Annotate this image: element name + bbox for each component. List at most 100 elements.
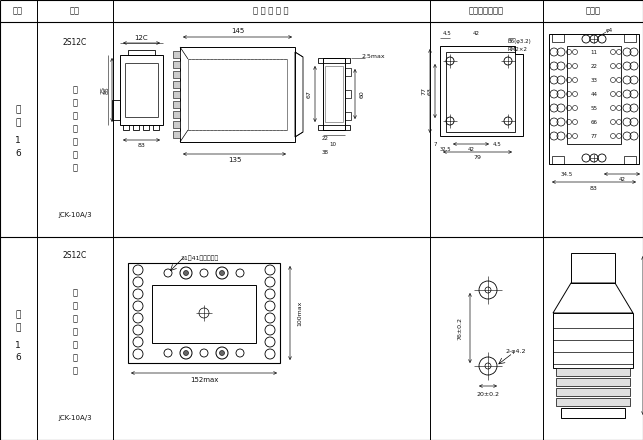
Text: 31，41为电流端子: 31，41为电流端子 [181, 255, 219, 261]
Text: φ4: φ4 [606, 27, 613, 33]
Bar [173, 121, 180, 128]
Text: 1: 1 [15, 136, 21, 144]
Text: 4.5: 4.5 [442, 30, 451, 36]
Text: 后: 后 [73, 137, 78, 147]
Text: 式: 式 [73, 111, 78, 121]
Text: 152max: 152max [190, 377, 218, 383]
Text: 图号: 图号 [13, 7, 23, 15]
Text: 85: 85 [105, 86, 109, 94]
Bar [128, 263, 280, 363]
Bar [556, 398, 630, 406]
Text: 式: 式 [73, 315, 78, 323]
Bar [180, 47, 295, 142]
Bar [571, 253, 615, 283]
Bar [120, 55, 163, 125]
Text: JCK-10A/3: JCK-10A/3 [58, 415, 92, 421]
Text: 22: 22 [590, 63, 597, 69]
Bar [152, 285, 256, 343]
Bar [123, 125, 129, 130]
Text: 6: 6 [15, 353, 21, 363]
Bar [325, 66, 343, 122]
Text: 出: 出 [73, 301, 78, 311]
Text: 图: 图 [15, 323, 21, 333]
Bar [153, 125, 159, 130]
Text: 42: 42 [619, 176, 626, 181]
Text: 63: 63 [428, 87, 433, 95]
Text: 38: 38 [322, 150, 329, 154]
Bar [318, 58, 350, 63]
Text: 6: 6 [15, 149, 21, 158]
Text: 12C: 12C [134, 35, 149, 41]
Text: 34.5: 34.5 [561, 172, 573, 176]
Text: 32.5: 32.5 [439, 147, 451, 151]
Text: 10: 10 [329, 142, 336, 147]
Text: 77: 77 [422, 87, 426, 95]
Text: 33: 33 [590, 77, 597, 83]
Bar [173, 111, 180, 118]
Text: 2.5max: 2.5max [361, 54, 385, 59]
Text: 60: 60 [359, 90, 365, 98]
Text: 2S12C: 2S12C [63, 250, 87, 260]
Bar [556, 378, 630, 386]
Text: 2S12C: 2S12C [63, 37, 87, 47]
Text: 附: 附 [15, 311, 21, 319]
Circle shape [219, 271, 224, 275]
Text: 42: 42 [473, 30, 480, 36]
Text: 20±0.2: 20±0.2 [476, 392, 500, 396]
Text: 11: 11 [590, 50, 597, 55]
Text: 板: 板 [73, 125, 78, 133]
Bar [112, 100, 120, 120]
Text: 图: 图 [15, 118, 21, 128]
Circle shape [219, 351, 224, 356]
Text: 100max: 100max [298, 301, 302, 326]
Text: 66: 66 [590, 120, 597, 125]
Text: JCK-10A/3: JCK-10A/3 [58, 212, 92, 218]
Text: 1: 1 [15, 341, 21, 349]
Text: 出: 出 [73, 99, 78, 107]
Text: 线: 线 [73, 367, 78, 375]
Text: 凸: 凸 [73, 289, 78, 297]
Bar [173, 101, 180, 108]
Text: 2S: 2S [100, 86, 105, 94]
Bar [188, 59, 287, 130]
Text: 线: 线 [73, 164, 78, 172]
Text: 77: 77 [590, 133, 597, 139]
Bar [133, 125, 139, 130]
Circle shape [183, 271, 188, 275]
Bar [549, 34, 639, 164]
Text: 145: 145 [231, 28, 244, 34]
Bar [173, 51, 180, 58]
Bar [446, 52, 515, 132]
Text: 79: 79 [473, 154, 482, 160]
Bar [345, 90, 351, 98]
Bar [173, 81, 180, 88]
Text: 凸: 凸 [73, 85, 78, 95]
Text: 83: 83 [590, 186, 598, 191]
Text: B6(φ3.2): B6(φ3.2) [508, 39, 532, 44]
Text: 83: 83 [138, 143, 145, 147]
Text: 55: 55 [590, 106, 597, 110]
Bar [556, 368, 630, 376]
Text: 7: 7 [433, 142, 437, 147]
Bar [173, 91, 180, 98]
Text: 端子图: 端子图 [586, 7, 601, 15]
Bar [318, 125, 350, 130]
Text: 76±0.2: 76±0.2 [458, 316, 462, 340]
Circle shape [183, 351, 188, 356]
Text: 42: 42 [467, 147, 475, 151]
Text: 安装开孔尺寸图: 安装开孔尺寸图 [469, 7, 503, 15]
Text: 结构: 结构 [70, 7, 80, 15]
Bar [624, 156, 636, 164]
Text: 附: 附 [15, 106, 21, 114]
Bar [345, 112, 351, 120]
Bar [552, 156, 564, 164]
Bar [552, 34, 564, 42]
Bar [323, 58, 345, 130]
Text: 外 形 尺 寸 图: 外 形 尺 寸 图 [253, 7, 289, 15]
Text: 接: 接 [73, 353, 78, 363]
Text: 2-φ4.2: 2-φ4.2 [506, 348, 526, 353]
Bar [173, 131, 180, 138]
Bar [173, 71, 180, 78]
Bar [556, 388, 630, 396]
Text: 67: 67 [307, 90, 311, 98]
